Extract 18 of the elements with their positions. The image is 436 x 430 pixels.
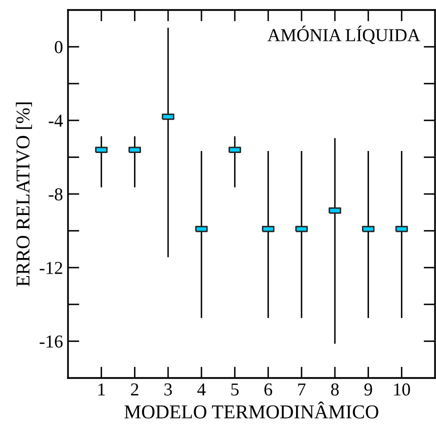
y-tick-label: -4 xyxy=(48,114,63,127)
y-axis-title: ERRO RELATIVO [%] xyxy=(16,102,32,286)
x-tick-label: 2 xyxy=(131,383,138,396)
x-tick-label: 6 xyxy=(264,383,272,396)
x-tick-label: 5 xyxy=(231,384,239,396)
y-tick-label: -8 xyxy=(48,188,62,200)
x-tick-label: 10 xyxy=(394,383,410,396)
x-axis-title: MODELO TERMODINÂMICO xyxy=(124,402,378,418)
annotation: AMÓNIA LÍQUIDA xyxy=(268,26,420,44)
y-tick-label: -16 xyxy=(40,336,63,348)
x-tick-label: 3 xyxy=(164,383,172,396)
x-tick-label: 7 xyxy=(298,384,306,396)
y-tick-label: 0 xyxy=(54,41,62,54)
x-tick-label: 8 xyxy=(331,383,339,396)
y-tick-label: -12 xyxy=(40,262,62,274)
x-tick-label: 4 xyxy=(197,384,206,396)
x-tick-label: 9 xyxy=(364,383,372,396)
x-tick-label: 1 xyxy=(98,383,105,396)
